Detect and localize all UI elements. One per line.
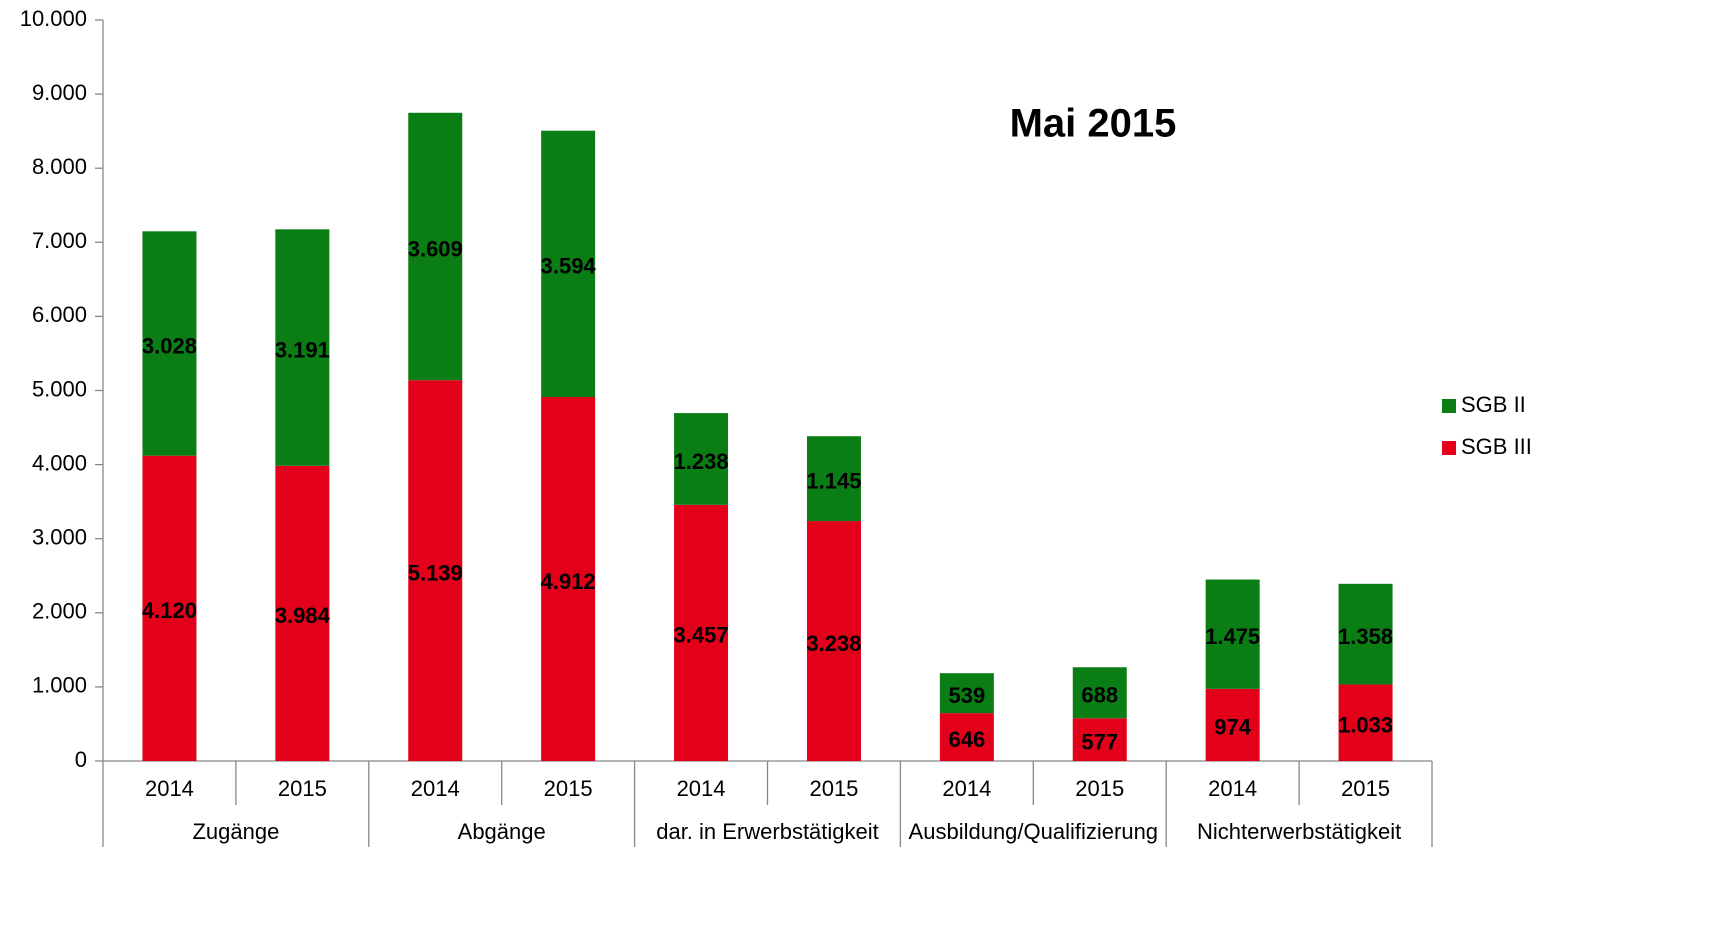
y-tick-label: 4.000 — [32, 450, 87, 475]
bar-segment — [275, 229, 330, 466]
y-tick-label: 1.000 — [32, 673, 87, 698]
bar-segment — [142, 231, 197, 456]
group-label: dar. in Erwerbstätigkeit — [656, 819, 879, 844]
bar-segment — [408, 112, 463, 381]
bar-segment — [1205, 688, 1260, 761]
value-label: 3.594 — [541, 254, 597, 279]
x-tick-label: 2015 — [278, 776, 327, 801]
chart-title: Mai 2015 — [1010, 102, 1177, 146]
value-label: 3.191 — [275, 337, 330, 362]
value-label: 3.028 — [142, 333, 197, 358]
x-tick-label: 2015 — [809, 776, 858, 801]
group-label: Zugänge — [192, 819, 279, 844]
value-label: 4.120 — [142, 598, 197, 623]
value-label: 688 — [1081, 683, 1118, 708]
bar-segment — [1072, 718, 1127, 761]
x-tick-label: 2014 — [1208, 776, 1257, 801]
bar-segment — [939, 673, 994, 714]
value-label: 1.033 — [1338, 713, 1393, 738]
y-tick-label: 2.000 — [32, 599, 87, 624]
value-label: 1.238 — [674, 449, 729, 474]
value-label: 1.358 — [1338, 624, 1393, 649]
bar-segment — [806, 521, 861, 761]
bar-segment — [674, 413, 729, 505]
group-label: Nichterwerbstätigkeit — [1197, 819, 1401, 844]
value-label: 3.609 — [408, 236, 463, 261]
value-label: 1.475 — [1205, 624, 1260, 649]
value-label: 539 — [948, 683, 985, 708]
bar-segment — [275, 465, 330, 761]
group-label: Ausbildung/Qualifizierung — [909, 819, 1159, 844]
x-tick-label: 2014 — [411, 776, 460, 801]
y-tick-label: 8.000 — [32, 154, 87, 179]
group-label: Abgänge — [458, 819, 546, 844]
legend-label: SGB II — [1461, 392, 1526, 417]
y-tick-label: 9.000 — [32, 80, 87, 105]
legend-swatch — [1442, 441, 1456, 455]
x-tick-label: 2015 — [1075, 776, 1124, 801]
value-label: 4.912 — [541, 569, 596, 594]
value-label: 5.139 — [408, 560, 463, 585]
legend-label: SGB III — [1461, 434, 1532, 459]
bar-segment — [674, 504, 729, 761]
value-label: 3.238 — [806, 631, 861, 656]
bar-segment — [1338, 684, 1393, 761]
y-tick-label: 5.000 — [32, 376, 87, 401]
bar-segment — [1338, 583, 1393, 685]
value-label: 646 — [948, 727, 985, 752]
legend-swatch — [1442, 399, 1456, 413]
y-tick-label: 0 — [75, 747, 87, 772]
bar-segment — [408, 380, 463, 761]
x-tick-label: 2014 — [677, 776, 726, 801]
value-label: 3.457 — [674, 623, 729, 648]
value-label: 1.145 — [806, 468, 861, 493]
bar-segment — [541, 130, 596, 398]
bar-segment — [806, 436, 861, 522]
y-tick-label: 3.000 — [32, 525, 87, 550]
value-label: 3.984 — [275, 603, 331, 628]
value-label: 577 — [1081, 729, 1118, 754]
y-tick-label: 7.000 — [32, 228, 87, 253]
bar-segment — [1205, 579, 1260, 689]
bar-segment — [1072, 667, 1127, 719]
y-tick-label: 6.000 — [32, 302, 87, 327]
bar-segment — [939, 713, 994, 761]
x-tick-label: 2014 — [942, 776, 991, 801]
bar-segment — [541, 397, 596, 761]
x-tick-label: 2014 — [145, 776, 194, 801]
value-label: 974 — [1214, 715, 1251, 740]
x-tick-label: 2015 — [544, 776, 593, 801]
y-tick-label: 10.000 — [20, 6, 87, 31]
x-tick-label: 2015 — [1341, 776, 1390, 801]
bar-segment — [142, 455, 197, 761]
